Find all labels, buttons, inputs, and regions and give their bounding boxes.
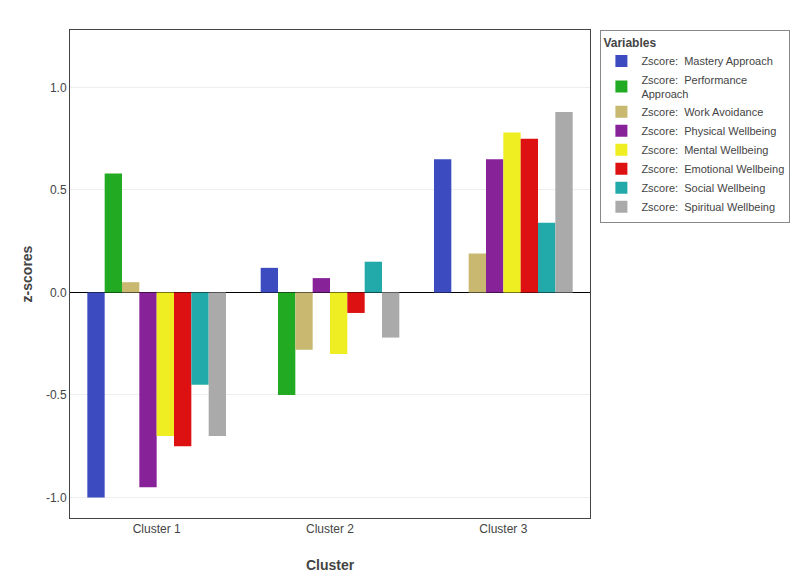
svg-text:Zscore: Mental Wellbeing: Zscore: Mental Wellbeing xyxy=(641,144,768,156)
svg-text:Zscore: Mastery Approach: Zscore: Mastery Approach xyxy=(641,55,772,67)
svg-text:Cluster 1: Cluster 1 xyxy=(133,522,181,536)
svg-text:Zscore: PerformanceApproach: Zscore: PerformanceApproach xyxy=(641,74,747,100)
svg-text:Cluster: Cluster xyxy=(306,557,355,573)
svg-text:-0.5: -0.5 xyxy=(46,388,67,402)
svg-text:0.5: 0.5 xyxy=(50,183,67,197)
svg-text:-1.0: -1.0 xyxy=(46,491,67,505)
svg-text:Zscore: Physical Wellbeing: Zscore: Physical Wellbeing xyxy=(641,125,776,137)
svg-text:z-scores: z-scores xyxy=(19,245,35,302)
svg-text:Zscore: Work Avoidance: Zscore: Work Avoidance xyxy=(641,106,763,118)
svg-text:Zscore: Spiritual Wellbeing: Zscore: Spiritual Wellbeing xyxy=(641,201,775,213)
svg-text:Zscore: Social Wellbeing: Zscore: Social Wellbeing xyxy=(641,182,765,194)
svg-text:Zscore: Emotional Wellbeing: Zscore: Emotional Wellbeing xyxy=(641,163,784,175)
svg-text:1.0: 1.0 xyxy=(50,81,67,95)
svg-text:Cluster 3: Cluster 3 xyxy=(479,522,527,536)
svg-text:Cluster 2: Cluster 2 xyxy=(306,522,354,536)
svg-text:0.0: 0.0 xyxy=(50,286,67,300)
svg-text:Variables: Variables xyxy=(603,36,656,50)
